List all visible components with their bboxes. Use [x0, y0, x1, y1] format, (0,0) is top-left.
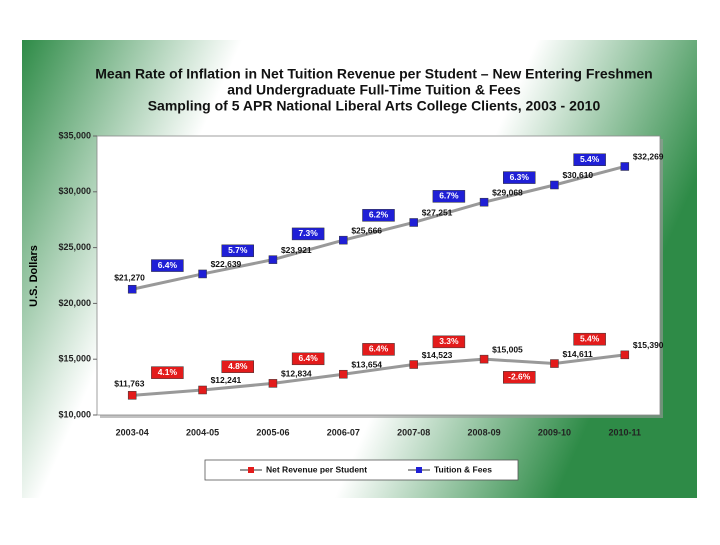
marker	[479, 197, 489, 207]
change-label: 4.8%	[228, 361, 248, 371]
value-label: $29,068	[492, 187, 523, 197]
legend-marker	[248, 467, 254, 473]
y-tick-label: $25,000	[58, 242, 91, 252]
value-label: $12,241	[211, 375, 242, 385]
chart-title: Mean Rate of Inflation in Net Tuition Re…	[95, 66, 652, 82]
change-label: 6.4%	[369, 344, 389, 354]
marker	[479, 354, 489, 364]
change-box	[573, 332, 606, 346]
x-tick-label: 2010-11	[609, 427, 642, 437]
marker	[198, 269, 207, 279]
legend-marker	[416, 467, 422, 473]
value-label: $14,523	[422, 350, 453, 360]
y-tick-label: $10,000	[58, 409, 91, 419]
marker	[268, 255, 278, 264]
change-label: 6.4%	[158, 260, 178, 270]
change-label: -2.6%	[508, 372, 531, 382]
x-tick-label: 2009-10	[538, 427, 571, 437]
x-tick-label: 2008-09	[468, 427, 501, 437]
value-label: $32,269	[633, 152, 664, 162]
y-tick-label: $35,000	[58, 130, 91, 140]
change-box	[291, 227, 325, 241]
value-label: $12,834	[281, 369, 312, 379]
x-tick-label: 2003-04	[116, 427, 149, 437]
marker	[339, 235, 348, 245]
change-box	[362, 209, 395, 222]
change-label: 6.7%	[439, 191, 459, 201]
change-label: 5.7%	[228, 245, 248, 255]
marker	[268, 379, 278, 388]
change-box	[291, 352, 325, 366]
legend-label: Tuition & Fees	[434, 464, 492, 474]
marker	[620, 350, 630, 360]
value-label: $25,666	[351, 225, 382, 235]
change-label: 6.4%	[298, 353, 318, 363]
y-tick-label: $15,000	[58, 354, 91, 364]
change-box	[432, 335, 466, 349]
change-box	[151, 366, 184, 379]
value-label: $13,654	[351, 359, 382, 369]
value-label: $15,390	[633, 340, 664, 350]
change-label: 5.4%	[580, 333, 600, 343]
change-box	[503, 371, 536, 384]
marker	[339, 369, 348, 379]
marker	[127, 391, 137, 400]
chart-title: and Undergraduate Full-Time Tuition & Fe…	[227, 82, 521, 98]
y-tick-label: $20,000	[58, 298, 91, 308]
change-box	[151, 259, 184, 272]
change-label: 6.3%	[510, 172, 530, 182]
value-label: $21,270	[114, 272, 145, 282]
x-tick-label: 2006-07	[327, 427, 360, 437]
value-label: $30,610	[562, 170, 593, 180]
change-label: 6.2%	[369, 210, 389, 220]
change-box	[573, 153, 606, 166]
value-label: $22,639	[211, 259, 242, 269]
value-label: $15,005	[492, 344, 523, 354]
value-label: $14,611	[562, 349, 593, 359]
marker	[198, 385, 207, 395]
change-box	[221, 244, 254, 258]
change-box	[221, 360, 254, 373]
value-label: $27,251	[422, 208, 453, 218]
marker	[550, 359, 559, 368]
marker	[127, 284, 137, 294]
change-box	[432, 190, 466, 203]
x-tick-label: 2007-08	[397, 427, 430, 437]
chart-subtitle: Sampling of 5 APR National Liberal Arts …	[148, 98, 601, 114]
y-axis-label: U.S. Dollars	[28, 245, 40, 307]
change-label: 5.4%	[580, 154, 600, 164]
x-tick-label: 2004-05	[186, 427, 219, 437]
legend	[204, 459, 519, 481]
change-box	[362, 343, 395, 356]
legend-label: Net Revenue per Student	[266, 464, 367, 474]
series-line	[132, 353, 625, 397]
marker	[409, 360, 418, 369]
change-box	[503, 171, 536, 184]
marker	[550, 180, 559, 190]
value-label: $11,763	[114, 379, 145, 389]
marker	[620, 162, 630, 171]
y-tick-label: $30,000	[58, 186, 91, 196]
change-label: 4.1%	[158, 367, 178, 377]
change-label: 3.3%	[439, 336, 459, 346]
change-label: 7.3%	[298, 228, 318, 238]
marker	[409, 218, 418, 227]
x-tick-label: 2005-06	[256, 427, 289, 437]
value-label: $23,921	[281, 245, 312, 255]
series-line	[131, 165, 626, 291]
